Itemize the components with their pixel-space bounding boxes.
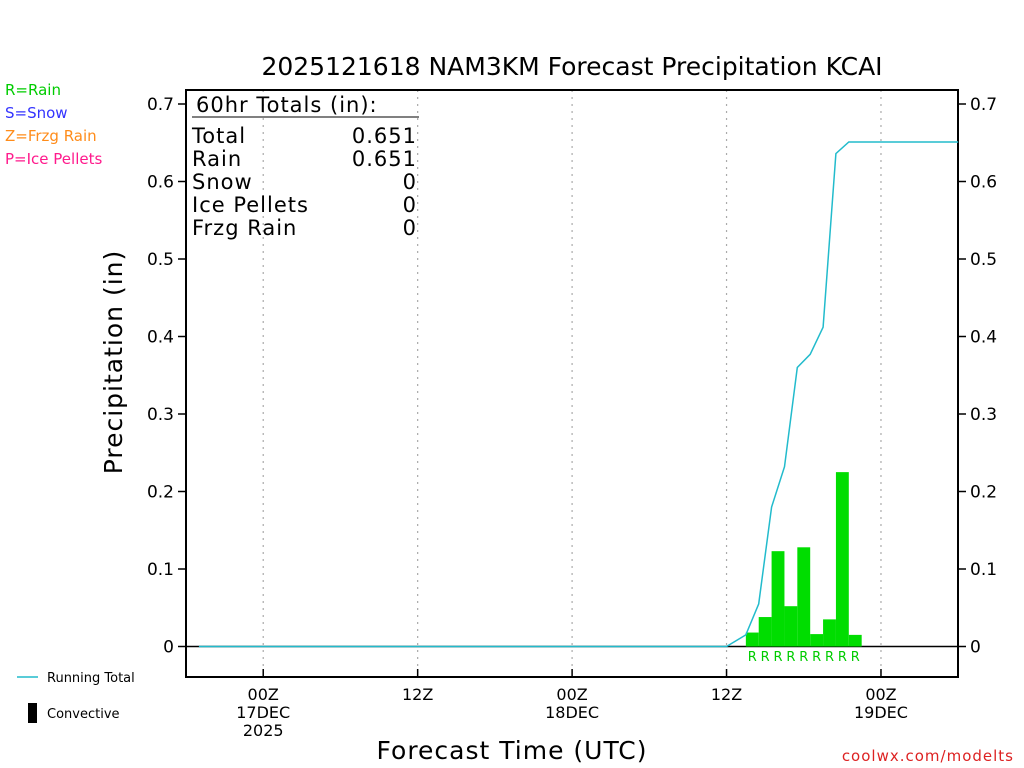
key-ice-pellets: P=Ice Pellets xyxy=(5,150,102,168)
key-rain: R=Rain xyxy=(5,81,61,99)
rain-marker: R xyxy=(773,650,782,665)
totals-row-label: Total xyxy=(191,124,246,148)
y-axis-title: Precipitation (in) xyxy=(99,250,128,475)
rain-marker: R xyxy=(851,650,860,665)
y-tick-label-left: 0.6 xyxy=(147,173,174,193)
precip-bar xyxy=(823,619,836,647)
totals-row-value: 0.651 xyxy=(352,147,417,171)
y-tick-label-left: 0 xyxy=(163,638,174,658)
x-tick-label: 00Z xyxy=(865,685,896,704)
y-tick-label-right: 0.7 xyxy=(970,95,997,115)
totals-row-label: Frzg Rain xyxy=(192,216,297,240)
series-legend: Running Total Convective xyxy=(17,671,135,723)
x-gridlines xyxy=(262,90,882,677)
totals-row-label: Snow xyxy=(192,170,253,194)
y-tick-label-left: 0.5 xyxy=(147,250,174,270)
totals-header: 60hr Totals (in): xyxy=(196,93,378,117)
totals-row-value: 0 xyxy=(403,216,417,240)
y-tick-label-left: 0.1 xyxy=(147,560,174,580)
rain-marker: R xyxy=(825,650,834,665)
y-axis-ticks: 0 00.1 0.10.2 0.20.3 0.30.4 0.40.5 0.50.6 0.60.… xyxy=(147,95,997,658)
precip-bar xyxy=(784,606,798,647)
precip-bar xyxy=(797,547,811,647)
x-tick-label: 18DEC xyxy=(545,703,599,722)
totals-row-label: Ice Pellets xyxy=(192,193,309,217)
convective-legend-swatch xyxy=(28,703,37,723)
rain-marker: R xyxy=(761,650,770,665)
key-frzg-rain: Z=Frzg Rain xyxy=(5,127,97,145)
y-tick-label-left: 0.4 xyxy=(147,328,174,348)
x-tick-label: 12Z xyxy=(402,685,433,704)
y-tick-label-right: 0.1 xyxy=(970,560,997,580)
precip-bar xyxy=(745,632,759,647)
totals-row-value: 0 xyxy=(403,193,417,217)
precip-bars xyxy=(745,472,862,647)
totals-box: 60hr Totals (in): Total 0.651 Rain 0.651 Sno… xyxy=(191,93,419,240)
running-total-legend-label: Running Total xyxy=(47,671,135,686)
y-tick-label-left: 0.7 xyxy=(147,95,174,115)
rain-marker: R xyxy=(838,650,847,665)
y-tick-label-right: 0.5 xyxy=(970,250,997,270)
convective-legend-label: Convective xyxy=(47,707,120,722)
y-tick-label-right: 0.4 xyxy=(970,328,997,348)
precip-bar xyxy=(835,472,849,647)
y-tick-label-right: 0.3 xyxy=(970,405,997,425)
x-tick-label: 17DEC xyxy=(236,703,290,722)
rain-marker: R xyxy=(812,650,821,665)
rain-marker: R xyxy=(799,650,808,665)
rain-marker: R xyxy=(786,650,795,665)
rain-marker: R xyxy=(748,650,757,665)
x-tick-label: 00Z xyxy=(556,685,587,704)
y-tick-label-left: 0.3 xyxy=(147,405,174,425)
credit-text: coolwx.com/modelts xyxy=(842,747,1014,765)
chart-title: 2025121618 NAM3KM Forecast Precipitation… xyxy=(261,52,882,81)
y-tick-label-right: 0 xyxy=(970,638,981,658)
y-tick-label-left: 0.2 xyxy=(147,483,174,503)
y-tick-label-right: 0.2 xyxy=(970,483,997,503)
totals-row-label: Rain xyxy=(192,147,242,171)
y-tick-label-right: 0.6 xyxy=(970,173,997,193)
precip-bar xyxy=(758,617,772,647)
key-snow: S=Snow xyxy=(5,104,68,122)
x-tick-label: 00Z xyxy=(248,685,279,704)
precip-key: R=Rain S=Snow Z=Frzg Rain P=Ice Pellets xyxy=(5,81,102,168)
totals-rows: Total 0.651 Rain 0.651 Snow 0 Ice Pellets 0 Frzg… xyxy=(191,124,417,240)
precip-bar xyxy=(771,551,785,647)
x-tick-label: 19DEC xyxy=(854,703,908,722)
precip-bar xyxy=(810,634,824,647)
x-tick-label: 12Z xyxy=(711,685,742,704)
totals-row-value: 0 xyxy=(403,170,417,194)
x-tick-label: 2025 xyxy=(243,721,284,740)
running-total-line xyxy=(198,141,959,648)
totals-row-value: 0.651 xyxy=(352,124,417,148)
precip-bar xyxy=(848,634,862,647)
x-axis-title: Forecast Time (UTC) xyxy=(377,736,648,765)
